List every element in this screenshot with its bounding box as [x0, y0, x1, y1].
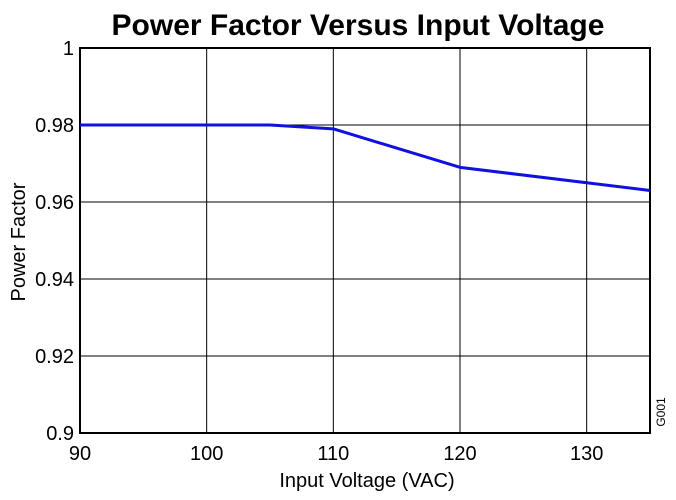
series-line	[80, 123, 651, 192]
x-tick-label: 110	[317, 443, 349, 465]
x-tick-label: 130	[570, 443, 603, 465]
figure-code: G001	[654, 397, 668, 427]
chart-title: Power Factor Versus Input Voltage	[112, 9, 605, 42]
series-layer	[80, 123, 651, 192]
x-tick-labels: 90 100 110 120 130	[69, 443, 603, 465]
x-tick-label: 100	[190, 443, 223, 465]
y-tick-label: 0.92	[35, 346, 74, 368]
y-tick-label: 0.9	[46, 423, 74, 445]
y-tick-label: 0.94	[35, 269, 74, 291]
y-axis-label: Power Factor	[8, 182, 30, 301]
x-tick-label: 90	[69, 443, 91, 465]
y-tick-label: 1	[63, 38, 74, 60]
y-tick-label: 0.98	[35, 115, 74, 137]
y-tick-label: 0.96	[35, 192, 74, 214]
y-tick-labels: 0.9 0.92 0.94 0.96 0.98 1	[35, 38, 74, 445]
x-axis-label: Input Voltage (VAC)	[279, 470, 454, 492]
plot-area	[79, 47, 651, 434]
grid	[79, 47, 650, 434]
x-tick-label: 120	[443, 443, 476, 465]
